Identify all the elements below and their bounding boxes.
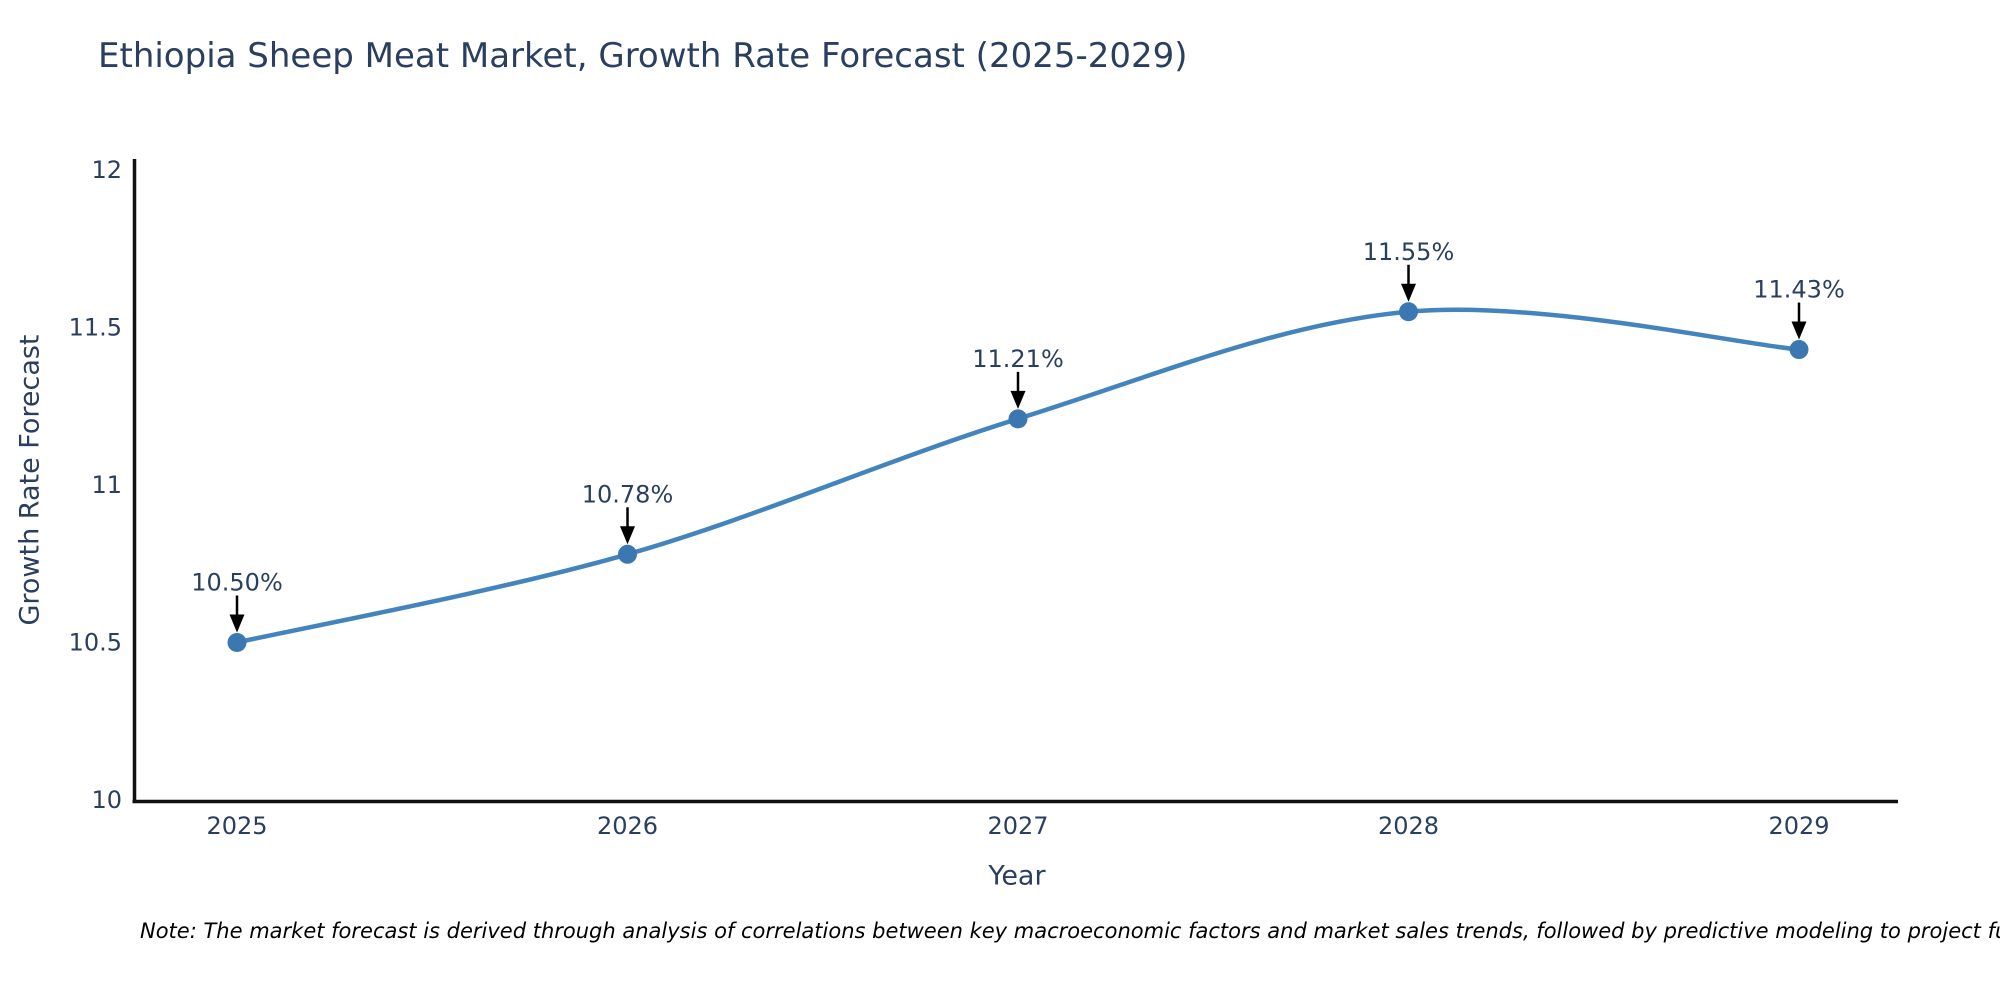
- footnote: Note: The market forecast is derived thr…: [140, 919, 2000, 943]
- y-tick-label: 11.5: [69, 314, 122, 342]
- data-point-label: 11.21%: [972, 345, 1064, 373]
- data-point-marker: [618, 544, 637, 564]
- data-point-label: 10.50%: [191, 569, 283, 597]
- x-tick-label: 2027: [987, 812, 1048, 840]
- annotation-arrowhead-icon: [1010, 390, 1026, 409]
- annotation-arrowhead-icon: [1401, 283, 1416, 302]
- annotation-arrowhead-icon: [229, 614, 245, 633]
- x-tick-label: 2029: [1768, 812, 1829, 840]
- data-point-label: 11.55%: [1363, 238, 1455, 266]
- annotation-arrowhead-icon: [1791, 321, 1807, 340]
- data-point-label: 10.78%: [582, 480, 674, 508]
- y-tick-label: 11: [91, 471, 122, 499]
- x-axis-title: Year: [988, 860, 1046, 892]
- y-tick-label: 10: [91, 786, 122, 814]
- x-tick-label: 2028: [1378, 812, 1439, 840]
- data-point-marker: [1008, 409, 1028, 429]
- y-tick-label: 10.5: [69, 629, 122, 657]
- y-tick-label: 12: [91, 156, 122, 184]
- x-tick-label: 2025: [206, 812, 267, 840]
- x-tick-label: 2026: [597, 812, 658, 840]
- data-point-marker: [1789, 340, 1809, 360]
- data-point-label: 11.43%: [1753, 276, 1845, 304]
- chart-title: Ethiopia Sheep Meat Market, Growth Rate …: [98, 36, 1188, 76]
- data-point-marker: [1399, 302, 1418, 322]
- annotation-arrowhead-icon: [620, 526, 635, 545]
- data-point-marker: [227, 633, 247, 652]
